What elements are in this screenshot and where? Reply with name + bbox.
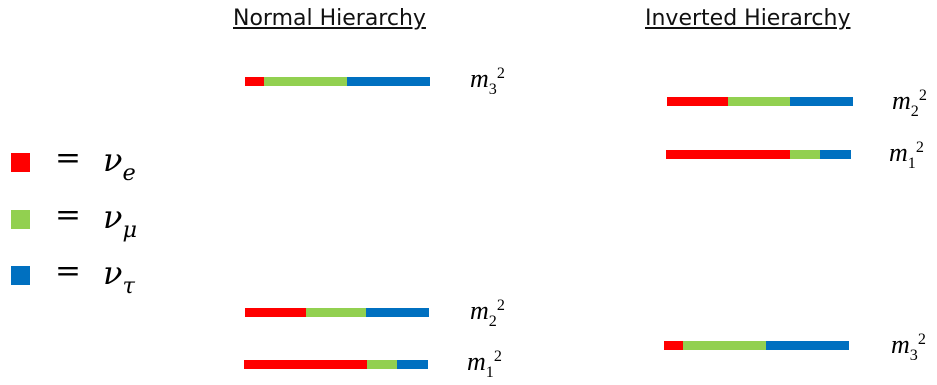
inverted-hierarchy-heading: Inverted Hierarchy (645, 6, 851, 31)
nu-e-segment (664, 341, 683, 350)
nu-mu-segment (305, 308, 367, 317)
nu-e-symbol: νe (103, 141, 136, 186)
inverted-m2-level-bar (667, 97, 853, 106)
nu-e-segment (245, 308, 306, 317)
nu-e-segment (244, 360, 368, 369)
nu-tau-segment (765, 341, 849, 350)
legend-equals-sign: = (55, 253, 81, 289)
nu-e-segment (667, 97, 729, 106)
legend-equals-sign: = (55, 140, 81, 176)
nu-tau-segment (396, 360, 428, 369)
normal-m3-squared-label: m32 (470, 64, 505, 99)
nu-mu-symbol: νμ (103, 198, 138, 243)
normal-hierarchy-heading: Normal Hierarchy (233, 6, 426, 31)
legend-equals-sign: = (55, 197, 81, 233)
nu-mu-color-swatch (11, 210, 30, 229)
inverted-m1-level-bar (666, 150, 851, 159)
normal-m1-level-bar (244, 360, 428, 369)
normal-m2-squared-label: m22 (470, 296, 505, 331)
nu-mu-segment (728, 97, 790, 106)
inverted-m1-squared-label: m12 (889, 138, 924, 173)
nu-tau-segment (819, 150, 851, 159)
nu-tau-segment (346, 77, 430, 86)
nu-mu-segment (682, 341, 766, 350)
normal-m3-level-bar (245, 77, 430, 86)
nu-e-segment (245, 77, 264, 86)
inverted-m2-squared-label: m22 (892, 86, 927, 121)
nu-e-color-swatch (11, 153, 30, 172)
normal-m2-level-bar (245, 308, 429, 317)
nu-tau-symbol: ντ (103, 254, 135, 299)
normal-m1-squared-label: m12 (467, 347, 502, 382)
inverted-m3-squared-label: m32 (891, 330, 926, 365)
nu-e-segment (666, 150, 790, 159)
nu-mu-segment (789, 150, 820, 159)
inverted-m3-level-bar (664, 341, 849, 350)
nu-tau-color-swatch (11, 266, 30, 285)
nu-tau-segment (789, 97, 853, 106)
nu-tau-segment (366, 308, 429, 317)
nu-mu-segment (263, 77, 347, 86)
nu-mu-segment (367, 360, 397, 369)
